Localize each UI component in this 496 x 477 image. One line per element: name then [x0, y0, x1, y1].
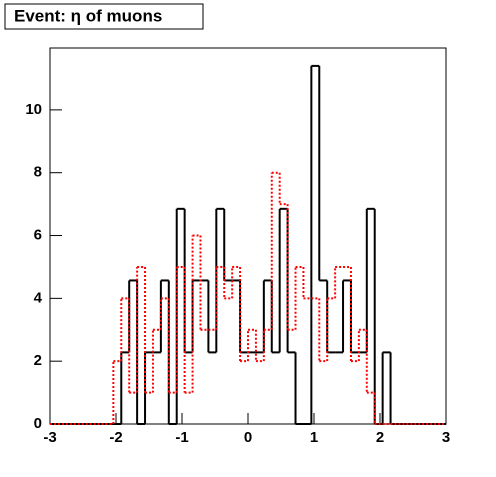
title-box [4, 3, 204, 30]
y-tick-label: 4 [34, 289, 43, 306]
x-tick-label: 1 [310, 429, 318, 446]
x-tick-label: -1 [175, 429, 188, 446]
y-tick-label: 0 [34, 415, 42, 432]
y-tick-label: 2 [34, 352, 42, 369]
y-tick-label: 10 [25, 101, 42, 118]
y-tick-label: 8 [34, 164, 42, 181]
x-tick-label: -2 [109, 429, 122, 446]
x-tick-label: 3 [442, 429, 450, 446]
chart-title: Event: η of muons [14, 6, 162, 25]
y-tick-label: 6 [34, 226, 42, 243]
plot-frame [49, 47, 447, 425]
x-tick-label: 2 [376, 429, 384, 446]
x-tick-label: 0 [244, 429, 252, 446]
x-tick-label: -3 [43, 429, 56, 446]
